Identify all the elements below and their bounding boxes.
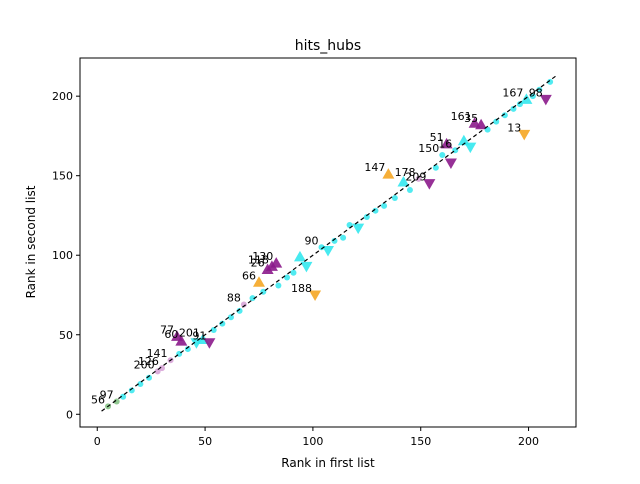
data-point: [227, 314, 234, 321]
y-tick-label: 0: [66, 408, 73, 421]
point-label: 150: [418, 142, 439, 155]
data-point: [120, 393, 127, 400]
data-point: [284, 274, 291, 281]
data-point: [520, 93, 533, 104]
data-point: [322, 245, 334, 257]
x-tick-label: 0: [94, 435, 101, 448]
data-point: [415, 175, 422, 182]
data-point: [113, 398, 120, 405]
data-point: [439, 152, 446, 159]
data-point: [158, 365, 165, 372]
data-point: [406, 187, 413, 194]
y-axis-label: Rank in second list: [24, 185, 38, 298]
point-label: 88: [227, 292, 241, 305]
data-point: [210, 326, 217, 333]
data-point: [381, 202, 388, 209]
y-tick-label: 50: [59, 329, 73, 342]
data-point: [290, 269, 297, 276]
data-point: [423, 179, 436, 190]
data-point: [391, 194, 398, 201]
point-label: 60: [164, 328, 178, 341]
data-point: [493, 118, 500, 125]
x-tick-label: 50: [198, 435, 212, 448]
data-point: [137, 381, 144, 388]
axis-ticks: 0 50 100 150 200 0 50 100 150 200: [52, 90, 539, 448]
point-label: 118: [248, 253, 269, 266]
data-point: [352, 223, 365, 235]
point-label: 35: [464, 112, 478, 125]
point-label: 77: [160, 323, 174, 336]
diagonal-reference-line: [101, 75, 557, 412]
point-label: 130: [252, 250, 273, 263]
data-point: [331, 237, 338, 244]
chart-title: hits_hubs: [295, 38, 361, 54]
point-label: 147: [364, 161, 385, 174]
data-point: [539, 94, 552, 106]
point-label: 97: [100, 389, 114, 402]
data-point: [270, 257, 283, 268]
x-tick-label: 150: [410, 435, 431, 448]
data-point: [293, 250, 306, 262]
point-label: 56: [91, 393, 105, 406]
point-label: 178: [395, 166, 416, 179]
point-label: 91: [192, 330, 206, 343]
y-tick-label: 150: [52, 170, 73, 183]
data-point: [203, 338, 216, 349]
data-point: [397, 176, 410, 187]
data-point: [309, 290, 322, 301]
point-label: 66: [242, 269, 256, 282]
data-point: [275, 282, 282, 289]
point-label: 201: [179, 327, 200, 340]
point-label: 51: [430, 131, 444, 144]
point-label: 209: [405, 171, 426, 184]
data-point: [252, 276, 265, 287]
axes-frame: [79, 57, 577, 428]
data-point: [236, 307, 243, 314]
data-point: [464, 142, 477, 154]
data-point: [146, 374, 153, 381]
data-point: [363, 214, 370, 221]
data-point: [510, 105, 517, 112]
point-label: 16: [438, 137, 452, 150]
y-tick-label: 100: [52, 249, 73, 262]
data-point: [340, 234, 347, 241]
data-point: [128, 387, 135, 394]
point-label: 141: [147, 347, 168, 360]
point-label: 13: [507, 121, 521, 134]
data-point: [249, 295, 256, 302]
point-label: 167: [502, 86, 523, 99]
data-point: [536, 86, 543, 93]
data-point: [219, 320, 226, 327]
point-label: 26: [251, 257, 265, 270]
data-point: [440, 137, 453, 149]
data-point: [154, 368, 161, 375]
x-tick-label: 200: [518, 435, 539, 448]
data-point: [444, 158, 457, 169]
x-tick-label: 100: [302, 435, 323, 448]
data-point: [240, 301, 247, 308]
data-point: [300, 261, 313, 273]
point-label: 188: [291, 282, 312, 295]
data-point: [382, 168, 395, 179]
data-point: [184, 346, 191, 353]
data-point: [175, 335, 188, 346]
x-axis-label: Rank in first list: [281, 456, 375, 470]
data-point: [475, 118, 488, 130]
data-point: [501, 112, 508, 119]
point-label: 98: [529, 86, 543, 99]
data-point: [547, 78, 554, 85]
point-label: 200: [134, 358, 155, 371]
data-point: [518, 129, 531, 141]
y-tick-label: 200: [52, 90, 73, 103]
data-point: [318, 244, 325, 251]
data-point: [372, 207, 379, 214]
point-label: 90: [305, 234, 319, 247]
point-label: 161: [451, 110, 472, 123]
point-label: 126: [138, 355, 159, 368]
